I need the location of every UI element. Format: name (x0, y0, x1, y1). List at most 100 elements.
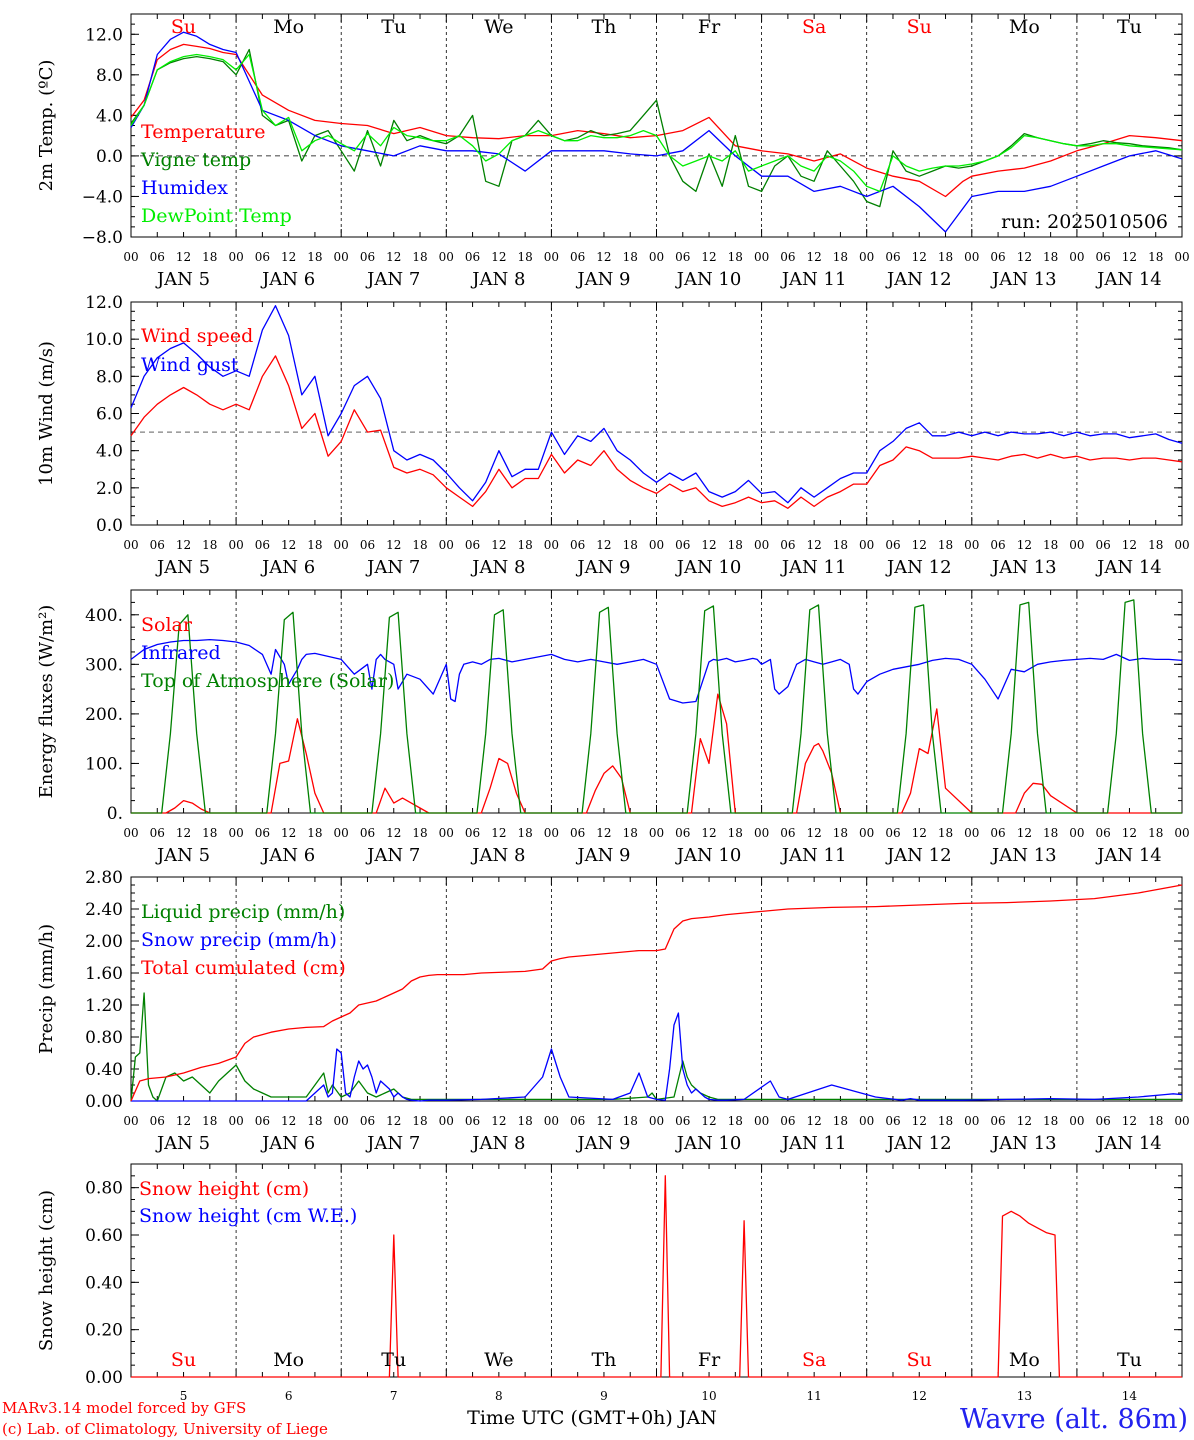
series-line-liquid-precip-mm-h (130, 992, 1182, 1102)
credit-model: MARv3.14 model forced by GFS (2, 1399, 246, 1417)
hour-tick-label: 00 (964, 538, 979, 552)
hour-tick-label: 00 (1069, 1114, 1084, 1128)
hour-tick-label: 00 (228, 826, 243, 840)
hour-tick-label: 18 (728, 538, 743, 552)
series-line-snow-precip-mm-h (131, 1012, 1183, 1102)
date-label: JAN 6 (260, 1133, 315, 1154)
hour-tick-label: 18 (307, 826, 322, 840)
date-label: JAN 7 (365, 269, 420, 290)
y-tick-label: 4.0 (96, 106, 123, 126)
hour-tick-label: 06 (885, 826, 900, 840)
hour-tick-label: 12 (281, 826, 296, 840)
hour-tick-label: 00 (964, 1114, 979, 1128)
hour-tick-label: 00 (754, 826, 769, 840)
hour-tick-label: 18 (1043, 250, 1058, 264)
date-label: JAN 5 (155, 845, 210, 866)
date-label: JAN 8 (470, 557, 525, 578)
hour-tick-label: 06 (885, 250, 900, 264)
y-axis-label: Precip (mm/h) (36, 924, 57, 1054)
day-of-week-label: We (484, 1349, 513, 1371)
day-number-label: 8 (495, 1389, 503, 1403)
hour-tick-label: 06 (150, 826, 165, 840)
day-number-label: 7 (390, 1389, 398, 1403)
day-of-week-label: Tu (381, 1349, 406, 1371)
hour-tick-label: 18 (623, 826, 638, 840)
date-label: JAN 9 (575, 845, 630, 866)
y-tick-label: 1.20 (85, 996, 123, 1016)
hour-tick-label: 12 (912, 1114, 927, 1128)
hour-tick-label: 18 (728, 250, 743, 264)
hour-tick-label: 06 (465, 538, 480, 552)
hour-tick-label: 12 (176, 250, 191, 264)
y-axis-label: Energy fluxes (W/m²) (36, 605, 57, 799)
hour-tick-label: 06 (885, 538, 900, 552)
day-number-label: 6 (285, 1389, 293, 1403)
hour-tick-label: 12 (386, 826, 401, 840)
day-of-week-label: Mo (273, 1349, 304, 1371)
hour-tick-label: 18 (517, 250, 532, 264)
hour-tick-label: 06 (675, 538, 690, 552)
hour-tick-label: 18 (202, 538, 217, 552)
y-tick-label: 200. (85, 705, 123, 725)
hour-tick-label: 00 (859, 250, 874, 264)
y-tick-label: 0.80 (85, 1028, 123, 1048)
hour-tick-label: 00 (649, 250, 664, 264)
hour-tick-label: 06 (675, 1114, 690, 1128)
y-axis-label: 10m Wind (m/s) (36, 341, 57, 486)
hour-tick-label: 06 (465, 250, 480, 264)
date-label: JAN 9 (575, 269, 630, 290)
date-label: JAN 12 (885, 1133, 952, 1154)
hour-tick-label: 06 (360, 538, 375, 552)
hour-tick-label: 12 (596, 250, 611, 264)
date-label: JAN 8 (470, 845, 525, 866)
date-label: JAN 13 (990, 845, 1057, 866)
hour-tick-label: 00 (964, 250, 979, 264)
hour-tick-label: 12 (1122, 1114, 1137, 1128)
day-of-week-label: Su (171, 16, 196, 38)
plot-frame-temp (130, 13, 1183, 238)
hour-tick-label: 00 (1174, 538, 1189, 552)
legend-entry: Wind speed (141, 325, 253, 347)
date-label: JAN 6 (260, 845, 315, 866)
series-line-temperature (130, 43, 1183, 198)
series-line-snow-height-cm (131, 1175, 1182, 1378)
hour-tick-label: 00 (123, 1114, 138, 1128)
day-of-week-label: Sa (802, 16, 826, 38)
hour-tick-label: 12 (807, 538, 822, 552)
hour-tick-label: 06 (255, 538, 270, 552)
hour-tick-label: 18 (202, 826, 217, 840)
date-label: JAN 5 (155, 269, 210, 290)
hour-tick-label: 12 (176, 1114, 191, 1128)
hour-tick-label: 18 (412, 1114, 427, 1128)
date-label: JAN 12 (885, 845, 952, 866)
hour-tick-label: 12 (386, 1114, 401, 1128)
hour-tick-label: 00 (123, 826, 138, 840)
y-tick-label: 2.40 (85, 900, 123, 920)
day-number-label: 10 (701, 1389, 716, 1403)
day-of-week-label: Th (591, 1349, 616, 1371)
day-of-week-label: Fr (698, 1349, 721, 1371)
hour-tick-label: 18 (202, 1114, 217, 1128)
hour-tick-label: 06 (780, 1114, 795, 1128)
hour-tick-label: 18 (412, 826, 427, 840)
hour-tick-label: 12 (596, 538, 611, 552)
hour-tick-label: 12 (1017, 250, 1032, 264)
date-label: JAN 8 (470, 1133, 525, 1154)
hour-tick-label: 18 (938, 250, 953, 264)
hour-tick-label: 00 (859, 538, 874, 552)
hour-tick-label: 00 (1174, 250, 1189, 264)
hour-tick-label: 00 (649, 538, 664, 552)
hour-tick-label: 06 (675, 250, 690, 264)
y-tick-label: −4.0 (82, 187, 123, 207)
day-of-week-label: Su (171, 1349, 196, 1371)
hour-tick-label: 06 (990, 1114, 1005, 1128)
hour-tick-label: 18 (833, 826, 848, 840)
series-line-humidex (130, 31, 1183, 233)
hour-tick-label: 00 (754, 538, 769, 552)
hour-tick-label: 06 (780, 250, 795, 264)
hour-tick-label: 18 (307, 538, 322, 552)
hour-tick-label: 06 (990, 538, 1005, 552)
y-axis-label: Snow height (cm) (36, 1190, 57, 1351)
hour-tick-label: 18 (517, 538, 532, 552)
credit-lab: (c) Lab. of Climatology, University of L… (2, 1420, 328, 1438)
